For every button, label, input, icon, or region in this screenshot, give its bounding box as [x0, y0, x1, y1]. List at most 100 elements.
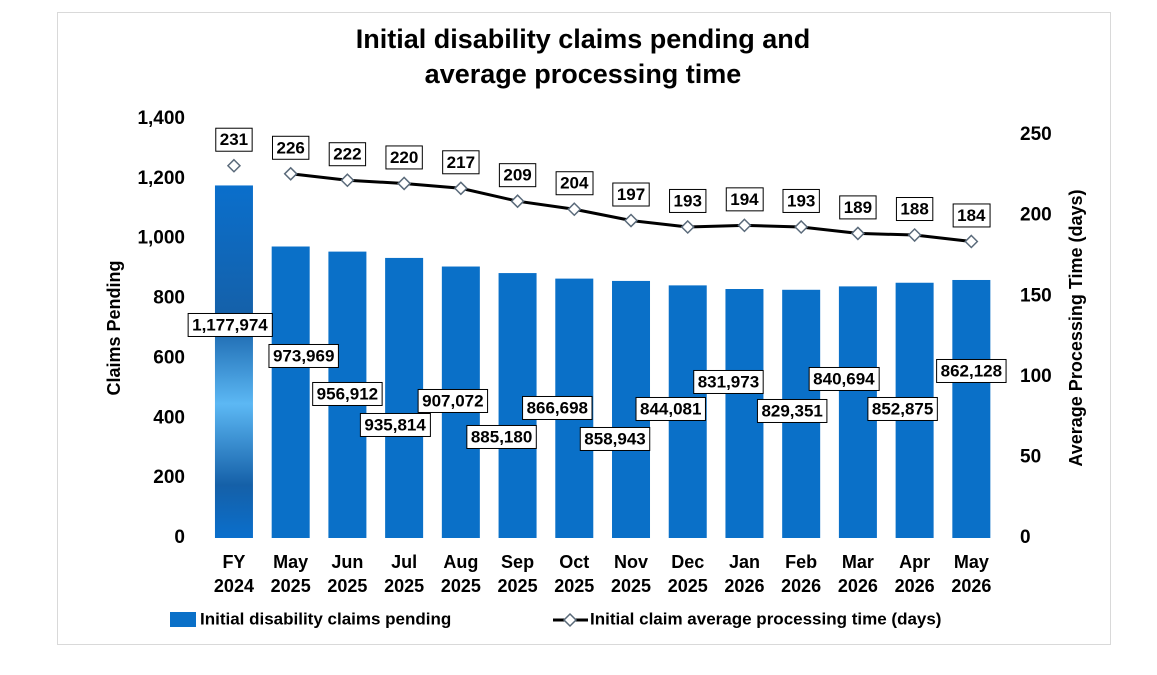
marker [226, 158, 242, 173]
label-box [612, 182, 650, 207]
y-tick-label: 1,000 [137, 228, 185, 249]
x-tick-line: Oct [559, 552, 589, 572]
bar-value-label: 858,943 [584, 429, 645, 448]
y-tick-label: 200 [153, 467, 185, 488]
x-tick-line: 2025 [384, 576, 424, 596]
x-tick-line: May [954, 552, 989, 572]
x-tick-line: 2025 [441, 576, 481, 596]
x-tick-line: 2026 [781, 576, 821, 596]
bar-value-label: 852,875 [872, 399, 933, 418]
x-tick-label: Oct 2025 [554, 552, 594, 596]
label-box [328, 142, 367, 167]
bar [271, 246, 310, 538]
x-tick-label: Apr 2026 [895, 552, 935, 596]
label-box [385, 145, 423, 170]
label-box [187, 312, 273, 337]
y2-axis-title: Average Processing Time (days) [1066, 189, 1086, 466]
x-tick-line: 2026 [951, 576, 991, 596]
line-value-label: 193 [674, 191, 702, 210]
x-tick-label: May 2026 [951, 552, 991, 596]
label-box [359, 412, 431, 437]
bar-value-label: 907,072 [422, 391, 483, 410]
x-tick-label: Aug 2025 [441, 552, 481, 596]
x-tick-line: Jan [729, 552, 760, 572]
x-tick-label: May 2025 [271, 552, 311, 596]
y-tick-label: 1,400 [137, 108, 185, 129]
x-tick-line: Apr [899, 552, 930, 572]
line-value-label: 231 [220, 130, 248, 149]
marker [737, 218, 752, 233]
label-box [952, 203, 991, 228]
bar-value-label: 862,128 [941, 361, 1002, 380]
y-tick-label: 600 [153, 347, 185, 368]
x-tick-line: 2025 [271, 576, 311, 596]
bar-value-label: 935,814 [364, 415, 426, 434]
line-value-label: 222 [333, 145, 361, 164]
label-box [693, 369, 764, 394]
line-value-label: 226 [276, 138, 304, 157]
line-value-label: 194 [730, 190, 759, 209]
bar-value-label: 956,912 [317, 384, 378, 403]
label-box [271, 135, 310, 160]
marker [794, 219, 809, 235]
y-axis-title: Claims Pending [104, 260, 124, 395]
line-value-label: 184 [957, 206, 986, 225]
chart-title: Initial disability claims pending and [356, 24, 811, 54]
label-box [417, 388, 489, 413]
label-box [808, 366, 880, 391]
chart-subtitle: average processing time [425, 59, 742, 89]
label-box [839, 195, 877, 220]
bar-value-label: 885,180 [471, 427, 532, 446]
x-tick-line: 2026 [724, 576, 764, 596]
label-box [579, 426, 651, 451]
label-box [669, 188, 707, 213]
label-box [466, 424, 537, 449]
x-tick-line: Sep [501, 552, 534, 572]
y2-tick-label: 50 [1020, 446, 1041, 467]
label-box [442, 150, 480, 175]
x-tick-line: 2025 [554, 576, 594, 596]
x-tick-line: 2026 [895, 576, 935, 596]
marker [397, 176, 412, 191]
line-value-label: 193 [787, 191, 815, 210]
x-tick-line: Nov [614, 552, 648, 572]
x-tick-label: Mar 2026 [838, 552, 878, 596]
line-value-label: 220 [390, 148, 418, 167]
y-tick-label: 800 [153, 288, 185, 309]
label-box [635, 396, 706, 421]
x-tick-line: 2025 [498, 576, 538, 596]
line-value-label: 188 [900, 200, 928, 219]
marker [283, 166, 298, 181]
label-box [895, 197, 934, 222]
x-tick-line: Aug [443, 552, 478, 572]
x-tick-line: 2026 [838, 576, 878, 596]
label-box [725, 187, 764, 212]
marker [680, 219, 695, 235]
y-tick-label: 400 [153, 407, 185, 428]
x-tick-line: 2025 [611, 576, 651, 596]
y2-tick-label: 100 [1020, 366, 1052, 387]
line-value-label: 209 [503, 166, 531, 185]
label-box [268, 343, 339, 368]
x-tick-line: 2025 [668, 576, 708, 596]
bar [214, 185, 253, 538]
bar-value-label: 840,694 [813, 369, 875, 388]
label-box [215, 127, 253, 152]
x-tick-line: Jun [331, 552, 363, 572]
x-tick-label: Dec 2025 [668, 552, 708, 596]
bar-value-label: 973,969 [273, 346, 334, 365]
x-tick-label: Sep 2025 [498, 552, 538, 596]
y-tick-label: 0 [174, 527, 185, 548]
label-box [312, 381, 383, 406]
x-tick-line: FY [222, 552, 245, 572]
bar [385, 257, 424, 538]
label-box [498, 163, 537, 188]
marker [623, 213, 639, 228]
label-box [867, 396, 938, 421]
marker [850, 226, 865, 241]
line-value-label: 189 [844, 198, 872, 217]
bar [952, 279, 991, 538]
y2-tick-label: 250 [1020, 124, 1052, 145]
y2-tick-label: 150 [1020, 285, 1052, 306]
